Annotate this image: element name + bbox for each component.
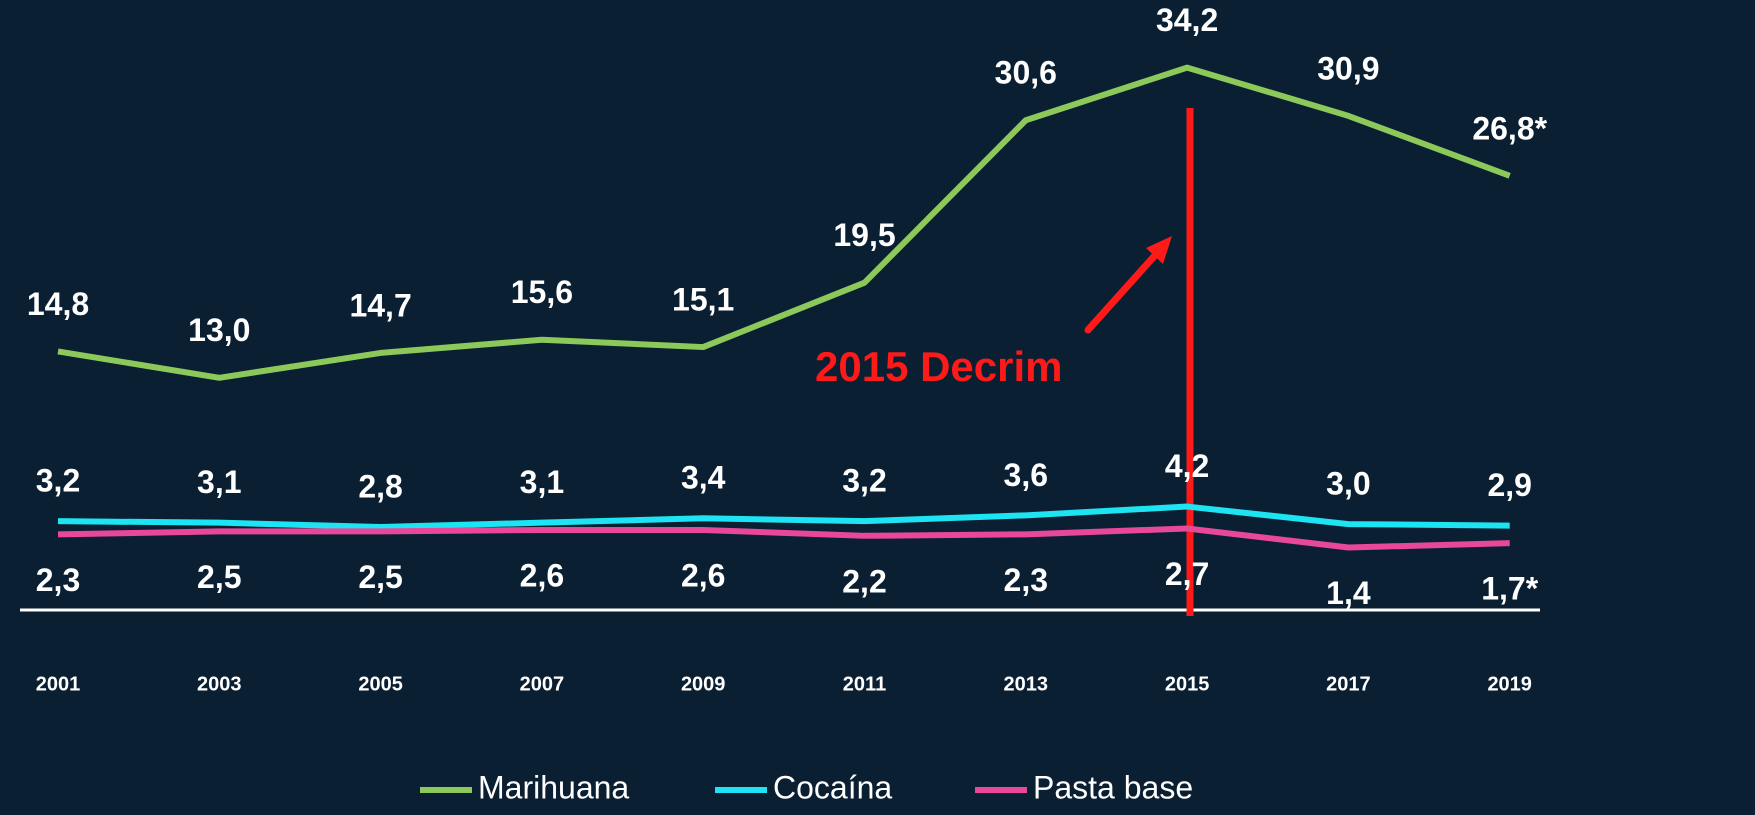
data-label: 2,7: [1165, 556, 1209, 592]
annotation-text: 2015 Decrim: [815, 343, 1063, 390]
data-label: 30,9: [1317, 50, 1379, 86]
data-label: 15,1: [672, 282, 734, 318]
data-label: 2,8: [358, 468, 402, 504]
annotation-arrowhead: [1146, 236, 1172, 264]
x-tick-label: 2019: [1487, 673, 1532, 695]
data-label: 13,0: [188, 312, 250, 348]
data-label: 14,7: [349, 287, 411, 323]
series-line: [57, 64, 1511, 381]
data-label: 3,2: [842, 463, 886, 499]
data-label: 2,6: [520, 557, 564, 593]
x-tick-label: 2017: [1326, 673, 1371, 695]
data-label: 2,5: [358, 559, 402, 595]
annotation-arrow: [1084, 248, 1162, 334]
x-tick-label: 2003: [197, 673, 242, 695]
data-label: 3,6: [1004, 457, 1048, 493]
series-line: [57, 503, 1510, 531]
data-label: 3,0: [1326, 466, 1370, 502]
legend-label: Marihuana: [478, 769, 629, 805]
data-label: 2,5: [197, 559, 241, 595]
data-label: 3,4: [681, 460, 726, 496]
data-label: 34,2: [1156, 2, 1218, 38]
x-tick-label: 2015: [1165, 673, 1210, 695]
data-label: 2,3: [1004, 562, 1048, 598]
series-line: [57, 525, 1510, 551]
data-label: 1,7*: [1481, 571, 1538, 607]
legend-label: Pasta base: [1033, 769, 1193, 805]
data-label: 3,1: [197, 464, 241, 500]
data-label: 4,2: [1165, 448, 1209, 484]
x-tick-label: 2011: [843, 673, 886, 695]
legend-label: Cocaína: [773, 769, 892, 805]
data-label: 3,1: [520, 464, 564, 500]
x-tick-label: 2009: [681, 673, 726, 695]
x-tick-label: 2005: [358, 673, 403, 695]
data-label: 1,4: [1326, 575, 1371, 611]
x-tick-label: 2013: [1004, 673, 1049, 695]
data-label: 15,6: [511, 274, 573, 310]
data-label: 3,2: [36, 463, 80, 499]
data-label: 2,6: [681, 557, 725, 593]
data-label: 14,8: [27, 286, 89, 322]
data-label: 19,5: [833, 217, 895, 253]
x-tick-label: 2007: [520, 673, 565, 695]
data-label: 2,9: [1487, 467, 1531, 503]
x-tick-label: 2001: [36, 673, 81, 695]
data-label: 26,8*: [1472, 110, 1547, 146]
data-label: 30,6: [995, 55, 1057, 91]
data-label: 2,3: [36, 562, 80, 598]
data-label: 2,2: [842, 563, 886, 599]
